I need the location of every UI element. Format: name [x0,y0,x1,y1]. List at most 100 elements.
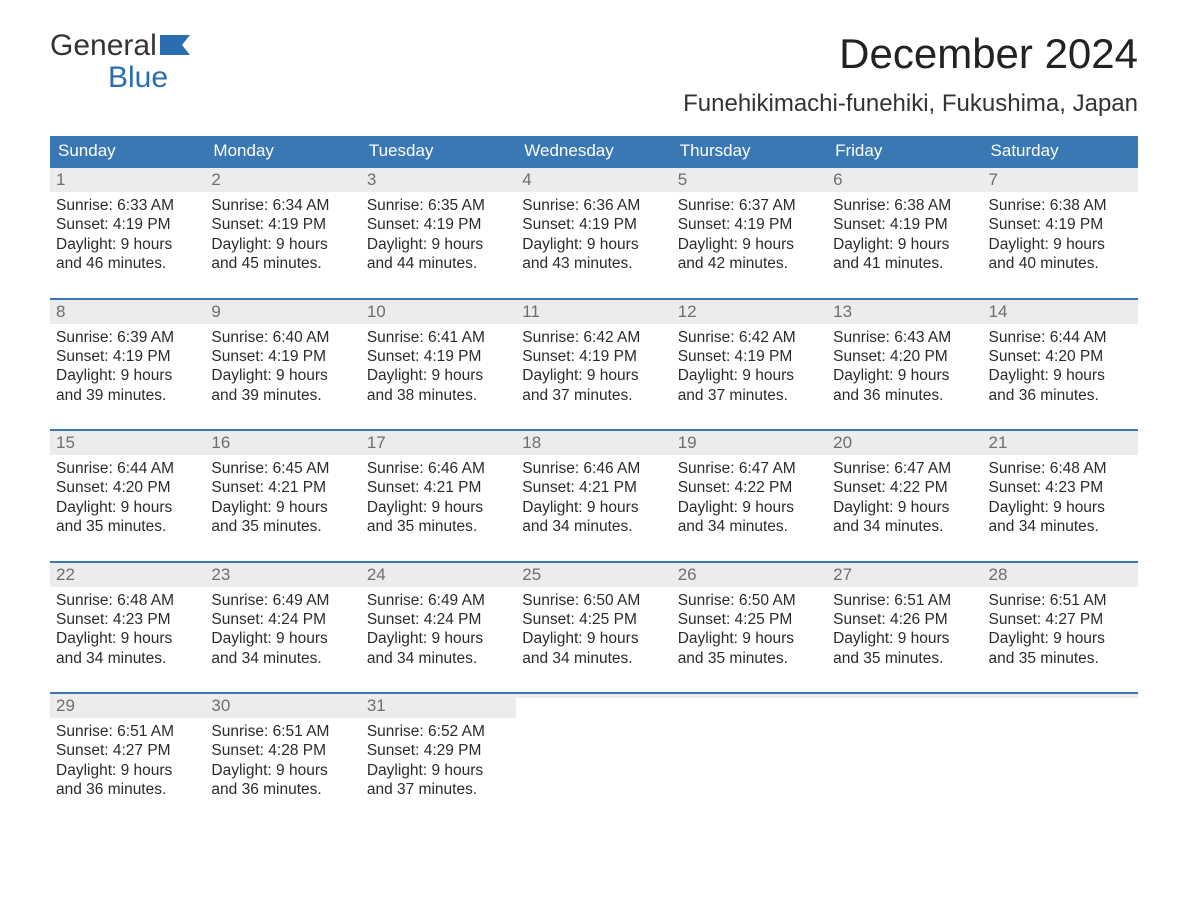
day-cell: 18Sunrise: 6:46 AMSunset: 4:21 PMDayligh… [516,431,671,543]
sunrise-text: Sunrise: 6:50 AM [522,591,665,610]
day-cell: 26Sunrise: 6:50 AMSunset: 4:25 PMDayligh… [672,563,827,675]
day-cell: 6Sunrise: 6:38 AMSunset: 4:19 PMDaylight… [827,168,982,280]
sunrise-text: Sunrise: 6:42 AM [678,328,821,347]
weekday-header: Sunday Monday Tuesday Wednesday Thursday… [50,136,1138,166]
day-number: 21 [983,431,1138,455]
day-number: 16 [205,431,360,455]
day-cell: 27Sunrise: 6:51 AMSunset: 4:26 PMDayligh… [827,563,982,675]
location-text: Funehikimachi-funehiki, Fukushima, Japan [683,90,1138,118]
weekday-label: Tuesday [361,136,516,166]
daylight-line2: and 35 minutes. [833,649,976,668]
day-details: Sunrise: 6:49 AMSunset: 4:24 PMDaylight:… [361,587,516,669]
day-number: 11 [516,300,671,324]
sunrise-text: Sunrise: 6:46 AM [367,459,510,478]
day-details: Sunrise: 6:38 AMSunset: 4:19 PMDaylight:… [827,192,982,274]
daylight-line1: Daylight: 9 hours [367,761,510,780]
sunrise-text: Sunrise: 6:33 AM [56,196,199,215]
day-cell: 4Sunrise: 6:36 AMSunset: 4:19 PMDaylight… [516,168,671,280]
day-details: Sunrise: 6:50 AMSunset: 4:25 PMDaylight:… [672,587,827,669]
daylight-line1: Daylight: 9 hours [211,629,354,648]
daylight-line1: Daylight: 9 hours [211,235,354,254]
daylight-line1: Daylight: 9 hours [833,629,976,648]
sunrise-text: Sunrise: 6:51 AM [833,591,976,610]
daylight-line2: and 36 minutes. [989,386,1132,405]
day-number: 23 [205,563,360,587]
sunrise-text: Sunrise: 6:49 AM [367,591,510,610]
logo-text-2: Blue [108,62,190,94]
sunset-text: Sunset: 4:24 PM [367,610,510,629]
day-number: 30 [205,694,360,718]
day-number: 9 [205,300,360,324]
daylight-line2: and 46 minutes. [56,254,199,273]
daylight-line1: Daylight: 9 hours [989,366,1132,385]
daylight-line2: and 34 minutes. [678,517,821,536]
daylight-line2: and 45 minutes. [211,254,354,273]
sunset-text: Sunset: 4:27 PM [989,610,1132,629]
sunrise-text: Sunrise: 6:48 AM [989,459,1132,478]
day-details: Sunrise: 6:43 AMSunset: 4:20 PMDaylight:… [827,324,982,406]
day-details: Sunrise: 6:44 AMSunset: 4:20 PMDaylight:… [983,324,1138,406]
day-cell: 5Sunrise: 6:37 AMSunset: 4:19 PMDaylight… [672,168,827,280]
sunset-text: Sunset: 4:20 PM [989,347,1132,366]
sunset-text: Sunset: 4:21 PM [211,478,354,497]
sunset-text: Sunset: 4:21 PM [367,478,510,497]
day-details: Sunrise: 6:41 AMSunset: 4:19 PMDaylight:… [361,324,516,406]
day-details: Sunrise: 6:37 AMSunset: 4:19 PMDaylight:… [672,192,827,274]
daylight-line2: and 37 minutes. [678,386,821,405]
daylight-line1: Daylight: 9 hours [522,629,665,648]
day-cell: 14Sunrise: 6:44 AMSunset: 4:20 PMDayligh… [983,300,1138,412]
day-cell: 15Sunrise: 6:44 AMSunset: 4:20 PMDayligh… [50,431,205,543]
sunset-text: Sunset: 4:25 PM [678,610,821,629]
daylight-line1: Daylight: 9 hours [678,235,821,254]
day-cell: 1Sunrise: 6:33 AMSunset: 4:19 PMDaylight… [50,168,205,280]
sunset-text: Sunset: 4:21 PM [522,478,665,497]
day-cell: 8Sunrise: 6:39 AMSunset: 4:19 PMDaylight… [50,300,205,412]
day-details: Sunrise: 6:39 AMSunset: 4:19 PMDaylight:… [50,324,205,406]
sunset-text: Sunset: 4:19 PM [56,215,199,234]
week-row: 22Sunrise: 6:48 AMSunset: 4:23 PMDayligh… [50,561,1138,675]
day-details: Sunrise: 6:46 AMSunset: 4:21 PMDaylight:… [361,455,516,537]
day-cell: 22Sunrise: 6:48 AMSunset: 4:23 PMDayligh… [50,563,205,675]
daylight-line1: Daylight: 9 hours [56,366,199,385]
daylight-line1: Daylight: 9 hours [522,498,665,517]
daylight-line1: Daylight: 9 hours [833,498,976,517]
sunrise-text: Sunrise: 6:44 AM [56,459,199,478]
day-cell: 10Sunrise: 6:41 AMSunset: 4:19 PMDayligh… [361,300,516,412]
day-number: 5 [672,168,827,192]
day-number: 4 [516,168,671,192]
daylight-line1: Daylight: 9 hours [56,235,199,254]
daylight-line2: and 37 minutes. [522,386,665,405]
daylight-line2: and 41 minutes. [833,254,976,273]
weekday-label: Friday [827,136,982,166]
month-title: December 2024 [683,30,1138,78]
day-number: 20 [827,431,982,455]
sunrise-text: Sunrise: 6:45 AM [211,459,354,478]
sunset-text: Sunset: 4:24 PM [211,610,354,629]
sunrise-text: Sunrise: 6:51 AM [989,591,1132,610]
sunrise-text: Sunrise: 6:38 AM [833,196,976,215]
day-cell: 17Sunrise: 6:46 AMSunset: 4:21 PMDayligh… [361,431,516,543]
day-cell: 12Sunrise: 6:42 AMSunset: 4:19 PMDayligh… [672,300,827,412]
sunset-text: Sunset: 4:19 PM [211,347,354,366]
daylight-line2: and 35 minutes. [989,649,1132,668]
day-number: 3 [361,168,516,192]
day-details [672,698,827,768]
day-details: Sunrise: 6:38 AMSunset: 4:19 PMDaylight:… [983,192,1138,274]
sunset-text: Sunset: 4:27 PM [56,741,199,760]
day-number: 8 [50,300,205,324]
day-number: 14 [983,300,1138,324]
day-cell: 20Sunrise: 6:47 AMSunset: 4:22 PMDayligh… [827,431,982,543]
day-cell: 23Sunrise: 6:49 AMSunset: 4:24 PMDayligh… [205,563,360,675]
flag-icon [160,30,190,62]
day-details: Sunrise: 6:40 AMSunset: 4:19 PMDaylight:… [205,324,360,406]
sunset-text: Sunset: 4:22 PM [678,478,821,497]
week-row: 29Sunrise: 6:51 AMSunset: 4:27 PMDayligh… [50,692,1138,806]
daylight-line1: Daylight: 9 hours [833,235,976,254]
day-details: Sunrise: 6:51 AMSunset: 4:28 PMDaylight:… [205,718,360,800]
sunset-text: Sunset: 4:19 PM [833,215,976,234]
daylight-line2: and 34 minutes. [211,649,354,668]
sunset-text: Sunset: 4:19 PM [678,215,821,234]
sunset-text: Sunset: 4:28 PM [211,741,354,760]
day-number: 7 [983,168,1138,192]
day-cell: 11Sunrise: 6:42 AMSunset: 4:19 PMDayligh… [516,300,671,412]
